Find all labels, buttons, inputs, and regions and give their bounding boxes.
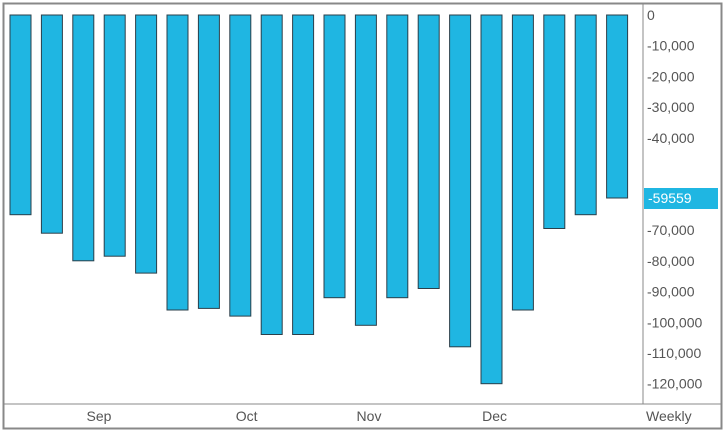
y-tick-label: -20,000 xyxy=(647,69,695,85)
bar-15 xyxy=(449,14,472,348)
bar-2 xyxy=(40,14,63,234)
bar-14 xyxy=(417,14,440,289)
last-value-label: -59559 xyxy=(648,190,692,206)
bar-13 xyxy=(386,14,409,299)
y-tick-label: -70,000 xyxy=(647,222,695,238)
bars-group xyxy=(9,14,629,385)
y-tick-label: -10,000 xyxy=(647,38,695,54)
bar-3 xyxy=(72,14,95,262)
y-tick-label: -110,000 xyxy=(647,345,701,361)
bar-18 xyxy=(543,14,566,229)
bar-9 xyxy=(260,14,283,335)
x-tick-label: Dec xyxy=(482,408,507,424)
bar-12 xyxy=(354,14,377,326)
x-axis-ticks: Sep Oct Nov Dec xyxy=(87,408,508,424)
x-tick-label: Oct xyxy=(236,408,258,424)
bar-6 xyxy=(166,14,189,311)
bar-19 xyxy=(574,14,597,216)
last-value-marker: -59559 xyxy=(644,188,718,209)
frequency-label: Weekly xyxy=(646,408,692,424)
bar-8 xyxy=(229,14,252,317)
bar-1 xyxy=(9,14,32,216)
bar-5 xyxy=(135,14,158,274)
y-tick-label: -90,000 xyxy=(647,284,695,300)
x-tick-label: Nov xyxy=(357,408,382,424)
x-tick-label: Sep xyxy=(87,408,112,424)
y-tick-label: -40,000 xyxy=(647,130,695,146)
bar-20 xyxy=(606,14,629,199)
bar-4 xyxy=(103,14,126,257)
bar-11 xyxy=(323,14,346,299)
y-tick-label: -100,000 xyxy=(647,314,702,330)
bar-17 xyxy=(511,14,534,311)
y-tick-label: -120,000 xyxy=(647,376,702,392)
bar-7 xyxy=(197,14,220,309)
y-tick-label: -30,000 xyxy=(647,99,695,115)
bar-16 xyxy=(480,14,503,385)
last-value-badge xyxy=(644,188,718,209)
y-axis-ticks: 0 -10,000 -20,000 -30,000 -40,000 -70,000 -80,… xyxy=(647,7,702,392)
y-tick-label: 0 xyxy=(647,7,655,23)
bar-10 xyxy=(292,14,315,335)
y-tick-label: -80,000 xyxy=(647,253,695,269)
